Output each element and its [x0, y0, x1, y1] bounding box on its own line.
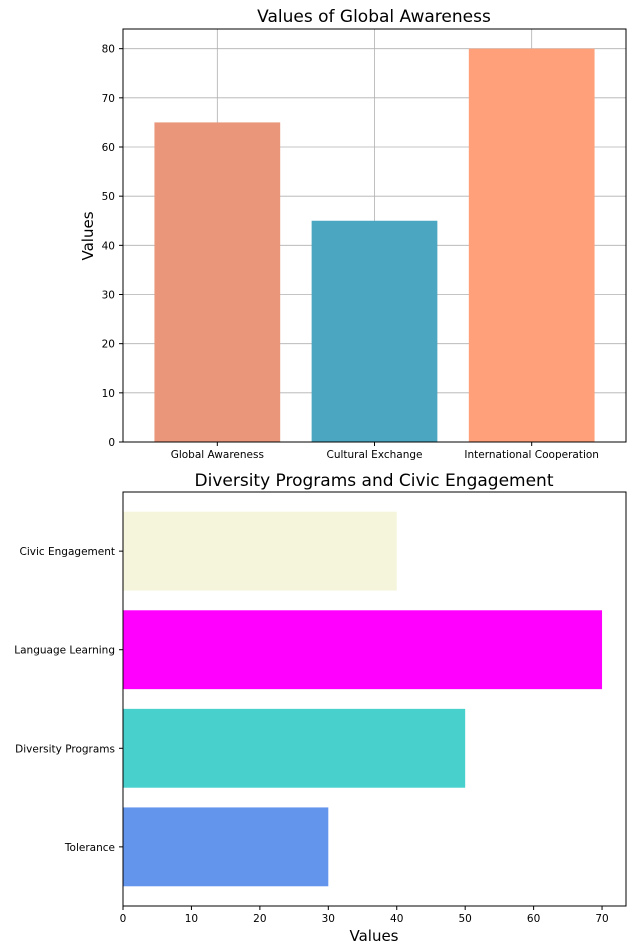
y-tick-label: 70: [102, 93, 115, 105]
y-tick-label: Language Learning: [14, 645, 115, 657]
x-tick-label: 30: [322, 913, 335, 925]
chart-1-y-ticks: 0 10 20 30 40 50 60 70 80: [102, 44, 123, 449]
x-tick-label: Cultural Exchange: [327, 449, 423, 461]
y-tick-label: 0: [108, 437, 115, 449]
bar-cultural-exchange: [311, 220, 438, 442]
chart-2-y-ticks: Tolerance Diversity Programs Language Lear…: [14, 546, 123, 854]
bar-tolerance: [123, 807, 329, 887]
x-tick-label: 50: [458, 913, 471, 925]
y-tick-label: 50: [102, 191, 115, 203]
y-tick-label: Tolerance: [64, 842, 115, 854]
bar-international-cooperation: [468, 48, 595, 443]
chart-1-title: Values of Global Awareness: [257, 7, 491, 27]
x-tick-label: Global Awareness: [171, 449, 264, 461]
bar-diversity-programs: [123, 708, 466, 788]
chart-2-x-axis-label: Values: [349, 927, 398, 945]
y-tick-label: 30: [102, 290, 115, 302]
y-tick-label: 20: [102, 339, 115, 351]
y-tick-label: 10: [102, 388, 115, 400]
chart-2-title: Diversity Programs and Civic Engagement: [195, 471, 554, 491]
chart-diversity-programs: Diversity Programs and Civic Engagement …: [14, 471, 627, 945]
chart-2-plot-frame: [122, 491, 627, 907]
x-tick-label: 70: [595, 913, 608, 925]
y-tick-label: 60: [102, 142, 115, 154]
chart-1-bars: [154, 48, 595, 443]
x-tick-label: 0: [120, 913, 127, 925]
bar-language-learning: [123, 610, 603, 690]
chart-2-x-ticks: 0 10 20 30 40 50 60 70: [120, 906, 609, 925]
chart-2-bars: [123, 511, 603, 887]
chart-global-awareness: Values of Global Awareness 0 10 20 30 40 50 60…: [79, 7, 627, 461]
chart-1-x-ticks: Global Awareness Cultural Exchange Interna…: [171, 442, 599, 461]
y-tick-label: 80: [102, 44, 115, 56]
x-tick-label: 60: [527, 913, 540, 925]
x-tick-label: International Cooperation: [464, 449, 599, 461]
y-tick-label: 40: [102, 240, 115, 252]
y-tick-label: Civic Engagement: [20, 546, 115, 558]
y-tick-label: Diversity Programs: [15, 743, 115, 755]
x-tick-label: 40: [390, 913, 403, 925]
x-tick-label: 10: [185, 913, 198, 925]
bar-civic-engagement: [123, 511, 397, 591]
x-tick-label: 20: [253, 913, 266, 925]
bar-global-awareness: [154, 122, 281, 443]
chart-1-y-axis-label: Values: [79, 211, 97, 260]
